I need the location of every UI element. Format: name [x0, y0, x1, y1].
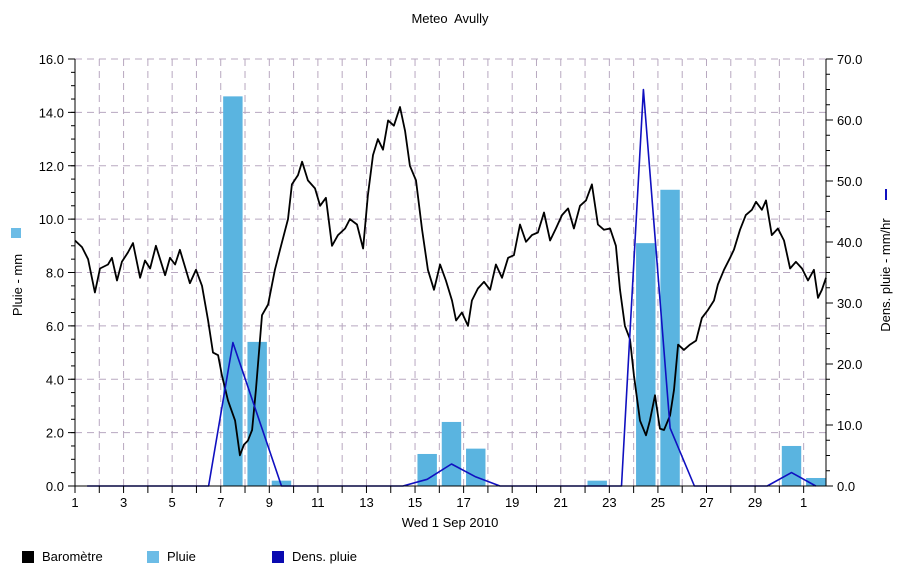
rain-bar [466, 448, 486, 486]
chart-title: Meteo Avully [411, 11, 489, 26]
y-left-tick-label: 14.0 [39, 105, 64, 120]
y-left-tick-label: 10.0 [39, 212, 64, 227]
rain-bar [441, 421, 462, 486]
legend-swatch [22, 550, 34, 563]
y-right-tick-label: 20.0 [837, 357, 862, 372]
x-tick-label: 25 [651, 495, 665, 510]
y-left-tick-label: 8.0 [46, 266, 64, 281]
legend-item-pluie: Pluie [147, 549, 196, 564]
rain-bar [781, 445, 802, 486]
legend-item-dens-pluie: Dens. pluie [272, 549, 357, 564]
y-right-tick-label: 0.0 [837, 479, 855, 494]
left-axis-legend-swatch [11, 228, 21, 238]
y-right-tick-label: 30.0 [837, 296, 862, 311]
x-tick-label: 17 [456, 495, 470, 510]
x-tick-label: 11 [311, 495, 325, 510]
y-axis-label-right: Dens. pluie - mm/hr [878, 218, 893, 332]
x-tick-label: 23 [602, 495, 616, 510]
y-left-tick-label: 4.0 [46, 372, 64, 387]
rain-bar [636, 243, 656, 486]
rain-bar [587, 480, 607, 486]
legend-label: Pluie [167, 549, 196, 564]
x-tick-label: 27 [699, 495, 713, 510]
rain-bars [223, 96, 826, 487]
legend-swatch [147, 550, 159, 563]
x-tick-label: 21 [554, 495, 568, 510]
x-tick-label: 29 [748, 495, 762, 510]
y-left-tick-label: 6.0 [46, 319, 64, 334]
x-tick-label: 13 [359, 495, 373, 510]
x-tick-label: 1 [800, 495, 807, 510]
x-tick-label: 19 [505, 495, 519, 510]
legend-label: Dens. pluie [292, 549, 358, 564]
y-right-tick-label: 60.0 [837, 113, 862, 128]
rain-bar [806, 477, 826, 486]
barometer-line [74, 106, 827, 457]
rain-bar [417, 453, 437, 486]
legend-label: Baromètre [42, 549, 103, 564]
legend-swatch [272, 550, 284, 563]
x-tick-label: 7 [217, 495, 224, 510]
rain-bar [660, 189, 680, 487]
y-left-tick-label: 16.0 [39, 52, 64, 67]
y-right-tick-label: 40.0 [837, 235, 862, 250]
rain-bar [271, 480, 292, 486]
axes: 1 3 5 7 9 11 13 15 17 19 21 23 25 27 29 10.02.04.06.08.… [39, 52, 863, 510]
x-tick-label: 1 [71, 495, 78, 510]
legend-item-barometre: Baromètre [22, 549, 103, 564]
gridlines [75, 58, 826, 486]
y-left-tick-label: 12.0 [39, 159, 64, 174]
y-right-tick-label: 70.0 [837, 52, 862, 67]
x-tick-label: 9 [266, 495, 273, 510]
y-right-tick-label: 10.0 [837, 418, 862, 433]
x-tick-label: 5 [169, 495, 176, 510]
y-axis-label-left: Pluie - mm [10, 254, 25, 316]
x-tick-label: 3 [120, 495, 127, 510]
x-axis-label: Wed 1 Sep 2010 [402, 515, 499, 530]
y-right-tick-label: 50.0 [837, 174, 862, 189]
y-left-tick-label: 0.0 [46, 479, 64, 494]
rain-bar [223, 96, 243, 487]
x-tick-label: 15 [408, 495, 422, 510]
y-left-tick-label: 2.0 [46, 426, 64, 441]
